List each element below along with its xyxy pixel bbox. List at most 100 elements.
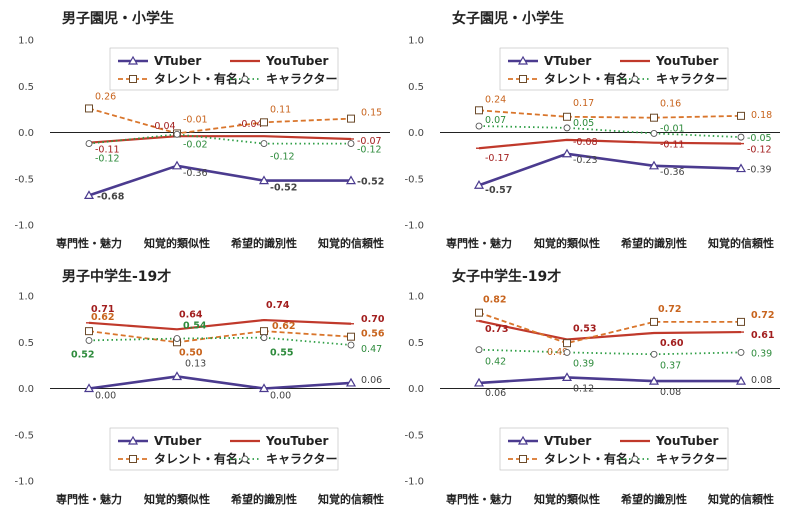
x-tick-label: 希望的識別性 <box>620 236 687 250</box>
data-label-character: 0.05 <box>573 118 594 129</box>
data-label-talent: 0.11 <box>270 104 291 115</box>
data-point-talent <box>475 308 483 317</box>
x-tick-label: 知覚的信頼性 <box>317 492 384 506</box>
data-label-youtuber: 0.74 <box>266 300 290 311</box>
y-tick-label: 0.5 <box>408 338 424 349</box>
legend-label-character: キャラクター <box>266 452 338 466</box>
legend-marker-talent <box>519 75 527 83</box>
data-label-vtuber: -0.52 <box>357 177 384 188</box>
data-point-talent <box>347 332 355 341</box>
legend-label-vtuber: VTuber <box>154 434 201 448</box>
data-label-character: 0.07 <box>485 115 506 126</box>
data-point-character <box>173 335 181 342</box>
data-label-vtuber: 0.00 <box>95 391 116 402</box>
y-tick-label: -1.0 <box>404 477 424 488</box>
y-tick-label: 1.0 <box>408 292 424 303</box>
legend-marker-character <box>241 75 249 83</box>
legend-label-talent: タレント・有名人 <box>154 71 251 86</box>
data-label-talent: 0.26 <box>95 91 116 102</box>
data-point-character <box>563 124 571 132</box>
legend-marker-vtuber <box>127 435 139 445</box>
series-line-character <box>478 125 742 139</box>
legend-box <box>109 427 339 471</box>
panel-title: 女子園児・小学生 <box>452 10 564 27</box>
data-point-character <box>475 346 483 354</box>
data-label-talent: 0.24 <box>485 94 506 105</box>
panel-4: 女子中学生-19才 1.0 0.5 0.0 -0.5 -1.0 専門性・魅力 知覚的類似性 希望… <box>404 268 780 506</box>
y-tick-label: -0.5 <box>404 430 424 441</box>
legend-marker-character <box>241 455 249 463</box>
legend-label-character: キャラクター <box>656 72 728 86</box>
data-label-talent: 0.15 <box>361 108 382 119</box>
panel-1: 男子園児・小学生 1.0 0.5 0.0 -0.5 -1.0 専門性・魅力 知覚的類似性 希望的… <box>14 10 390 250</box>
panel-title: 男子園児・小学生 <box>62 10 174 27</box>
data-point-vtuber <box>648 375 660 385</box>
data-label-character: 0.39 <box>573 358 594 369</box>
data-label-youtuber: 0.73 <box>485 324 508 335</box>
data-point-talent <box>737 317 745 326</box>
data-point-talent <box>475 106 483 115</box>
series-line-youtuber <box>478 319 742 341</box>
legend-box <box>109 47 339 91</box>
legend-label-vtuber: VTuber <box>544 54 591 68</box>
legend-label-vtuber: VTuber <box>544 434 591 448</box>
data-label-youtuber: 0.53 <box>573 323 596 334</box>
data-label-talent: -0.01 <box>183 114 208 125</box>
legend-label-talent: タレント・有名人 <box>544 451 641 466</box>
y-tick-label: -0.5 <box>14 430 34 441</box>
data-point-character <box>173 130 181 138</box>
data-point-character <box>737 348 745 356</box>
data-point-talent <box>563 339 571 348</box>
x-tick-label: 知覚的信頼性 <box>317 236 384 250</box>
series-line-character <box>88 336 352 346</box>
series-line-talent <box>88 107 352 135</box>
data-point-talent <box>260 118 268 127</box>
legend-marker-vtuber <box>517 435 529 445</box>
legend: VTuber YouTuber タレント・有名人 キャラクター <box>499 427 729 471</box>
data-label-character: -0.12 <box>270 152 295 163</box>
data-label-youtuber: -0.11 <box>660 140 685 151</box>
data-point-talent <box>260 327 268 336</box>
x-tick-label: 専門性・魅力 <box>56 236 122 250</box>
series-line-youtuber <box>478 138 742 150</box>
legend-label-talent: タレント・有名人 <box>154 451 251 466</box>
series-line-vtuber <box>88 164 351 197</box>
y-tick-label: 0.5 <box>18 338 34 349</box>
data-label-youtuber: 0.71 <box>91 304 114 315</box>
data-label-talent: 0.72 <box>751 310 774 321</box>
data-point-vtuber <box>258 175 270 185</box>
x-tick-label: 知覚的類似性 <box>143 492 210 506</box>
data-label-character: 0.42 <box>485 357 506 368</box>
data-label-vtuber: -0.39 <box>747 165 772 176</box>
data-label-talent: 0.62 <box>272 321 295 332</box>
data-point-vtuber <box>561 372 573 381</box>
y-tick-label: 1.0 <box>18 36 34 47</box>
data-point-talent <box>650 317 658 326</box>
series-line-vtuber <box>88 375 352 390</box>
data-point-talent <box>563 112 571 121</box>
data-label-character: 0.52 <box>71 349 94 360</box>
data-label-talent: 0.62 <box>91 312 114 323</box>
data-label-vtuber: -0.36 <box>660 167 685 178</box>
data-label-youtuber: 0.61 <box>751 330 774 341</box>
legend-marker-character <box>631 455 639 463</box>
data-point-vtuber <box>345 175 357 185</box>
data-label-vtuber: -0.36 <box>183 168 208 179</box>
legend-marker-talent <box>519 455 527 463</box>
legend-label-character: キャラクター <box>266 72 338 86</box>
panel-2: 女子園児・小学生 1.0 0.5 0.0 -0.5 -1.0 専門性・魅力 知覚的類似性 希望的… <box>404 10 780 250</box>
data-label-vtuber: 0.06 <box>361 375 382 386</box>
legend-marker-talent <box>129 75 137 83</box>
legend: VTuber YouTuber タレント・有名人 キャラクター <box>109 47 339 91</box>
legend: VTuber YouTuber タレント・有名人 キャラクター <box>499 47 729 91</box>
data-point-vtuber <box>345 377 357 387</box>
data-label-character: 0.47 <box>361 344 382 355</box>
data-point-talent <box>737 111 745 120</box>
data-point-talent <box>85 327 93 336</box>
y-tick-label: -1.0 <box>14 221 34 232</box>
data-label-youtuber: -0.04 <box>238 119 263 130</box>
series-line-youtuber <box>88 318 352 331</box>
data-point-vtuber <box>648 160 660 170</box>
legend-label-youtuber: YouTuber <box>655 54 719 68</box>
